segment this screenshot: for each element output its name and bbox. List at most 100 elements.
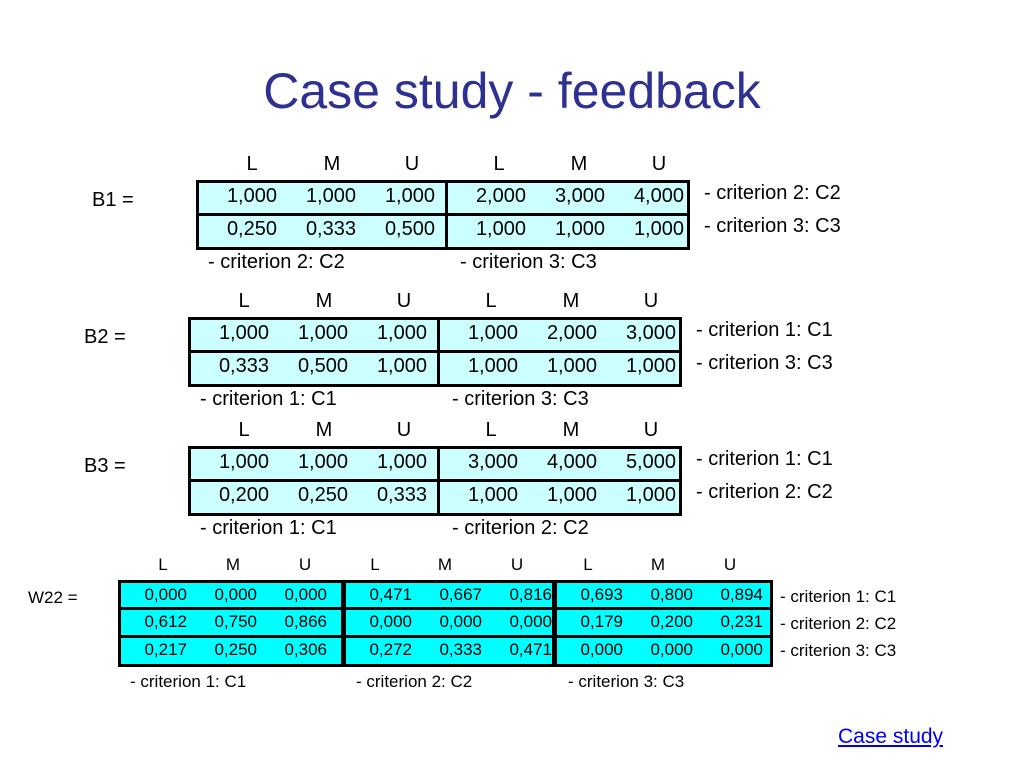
row-label: - criterion 3: C3	[704, 215, 841, 237]
matrix-cell: 0,000	[214, 585, 257, 604]
column-header: L	[158, 555, 168, 574]
column-label: - criterion 3: C3	[460, 251, 597, 273]
b2-label: B2 =	[84, 326, 126, 348]
matrix-cell: 4,000	[546, 451, 597, 473]
column-header: L	[485, 419, 497, 441]
matrix-block: 0,000 0,000 0,000	[557, 638, 770, 664]
matrix-cell: 1,000	[475, 218, 526, 240]
column-header: M	[562, 290, 580, 312]
matrix-cell: 0,250	[214, 640, 257, 659]
matrix-block: 0,000 0,000 0,000	[121, 583, 341, 607]
matrix-cell: 0,217	[144, 640, 187, 659]
column-header: L	[485, 290, 497, 312]
w22-label: W22 =	[28, 588, 78, 607]
matrix-block: 0,333 0,500 1,000	[191, 353, 437, 384]
matrix-cell: 2,000	[546, 322, 597, 344]
column-header: M	[650, 555, 666, 574]
matrix-cell: 0,272	[369, 640, 412, 659]
matrix-cell: 1,000	[376, 355, 427, 377]
matrix-cell: 0,471	[509, 640, 552, 659]
column-header: U	[298, 555, 312, 574]
column-label: - criterion 2: C2	[452, 517, 589, 539]
matrix-cell: 1,000	[633, 218, 684, 240]
matrix-cell: 5,000	[625, 451, 676, 473]
matrix-cell: 1,000	[376, 451, 427, 473]
matrix-block: 1,000 1,000 1,000	[191, 320, 437, 350]
matrix-cell: 0,693	[580, 585, 623, 604]
matrix-cell: 0,471	[369, 585, 412, 604]
matrix-cell: 0,333	[376, 484, 427, 506]
matrix-cell: 1,000	[218, 322, 269, 344]
matrix-block: 0,693 0,800 0,894	[557, 583, 770, 607]
matrix-cell: 0,333	[305, 218, 356, 240]
column-header: U	[404, 153, 420, 175]
matrix-cell: 1,000	[546, 355, 597, 377]
matrix-block: 1,000 1,000 1,000	[448, 216, 687, 247]
matrix-cell: 1,000	[546, 484, 597, 506]
row-label: - criterion 2: C2	[696, 481, 833, 503]
column-label: - criterion 1: C1	[200, 388, 337, 410]
matrix-block: 1,000 2,000 3,000	[440, 320, 679, 350]
matrix-cell: 1,000	[305, 185, 356, 207]
matrix-cell: 1,000	[467, 484, 518, 506]
row-label: - criterion 2: C2	[704, 182, 841, 204]
column-header: U	[643, 290, 659, 312]
matrix-cell: 0,000	[439, 612, 482, 631]
matrix-cell: 0,800	[650, 585, 693, 604]
matrix-cell: 3,000	[554, 185, 605, 207]
matrix-cell: 0,612	[144, 612, 187, 631]
column-header: U	[510, 555, 524, 574]
matrix-cell: 1,000	[625, 484, 676, 506]
matrix-block: 0,471 0,667 0,816	[346, 583, 552, 607]
matrix-block: 2,000 3,000 4,000	[448, 183, 687, 213]
case-study-link[interactable]: Case study	[838, 725, 944, 748]
matrix-block: 0,272 0,333 0,471	[346, 638, 552, 664]
matrix-cell: 0,000	[509, 612, 552, 631]
matrix-cell: 0,500	[297, 355, 348, 377]
column-label: - criterion 2: C2	[356, 672, 473, 691]
matrix-cell: 0,000	[284, 585, 327, 604]
matrix-cell: 3,000	[625, 322, 676, 344]
column-header: L	[238, 290, 250, 312]
matrix-cell: 1,000	[467, 355, 518, 377]
column-label: - criterion 3: C3	[568, 672, 685, 691]
row-label: - criterion 2: C2	[780, 614, 897, 633]
matrix-cell: 3,000	[467, 451, 518, 473]
matrix-cell: 0,894	[720, 585, 763, 604]
matrix-cell: 0,306	[284, 640, 327, 659]
matrix-cell: 0,231	[720, 612, 763, 631]
matrix-cell: 1,000	[226, 185, 277, 207]
matrix-cell: 2,000	[475, 185, 526, 207]
column-header: U	[643, 419, 659, 441]
matrix-block: 0,217 0,250 0,306	[121, 638, 341, 664]
column-header: L	[238, 419, 250, 441]
column-label: - criterion 2: C2	[208, 251, 345, 273]
column-header: M	[437, 555, 453, 574]
matrix-cell: 0,000	[720, 640, 763, 659]
column-header: L	[246, 153, 258, 175]
matrix-block: 0,200 0,250 0,333	[191, 482, 437, 513]
column-header: L	[493, 153, 505, 175]
matrix-cell: 0,250	[226, 218, 277, 240]
matrix-block: 1,000 1,000 1,000	[440, 482, 679, 513]
column-header: M	[225, 555, 241, 574]
matrix-cell: 1,000	[625, 355, 676, 377]
column-header: M	[323, 153, 341, 175]
column-label: - criterion 1: C1	[200, 517, 337, 539]
matrix-cell: 1,000	[554, 218, 605, 240]
matrix-cell: 0,200	[650, 612, 693, 631]
matrix-cell: 0,000	[144, 585, 187, 604]
matrix-cell: 0,000	[369, 612, 412, 631]
column-header: L	[583, 555, 593, 574]
matrix-cell: 4,000	[633, 185, 684, 207]
column-label: - criterion 3: C3	[452, 388, 589, 410]
column-header: U	[396, 419, 412, 441]
matrix-cell: 0,200	[218, 484, 269, 506]
column-header: U	[396, 290, 412, 312]
matrix-cell: 0,750	[214, 612, 257, 631]
matrix-cell: 1,000	[384, 185, 435, 207]
row-label: - criterion 1: C1	[696, 319, 833, 341]
b1-matrix: 1,000 1,000 1,000 2,000 3,000 4,000 0,250 0,333…	[196, 180, 690, 250]
matrix-block: 0,250 0,333 0,500	[199, 216, 445, 247]
row-label: - criterion 3: C3	[780, 641, 897, 660]
